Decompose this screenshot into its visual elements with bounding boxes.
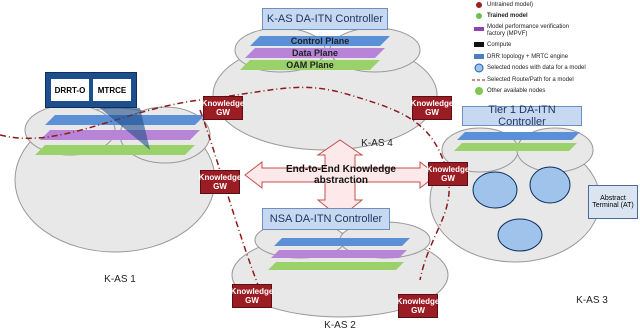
callout-pointer — [45, 108, 150, 150]
domain-label: K-AS 4 — [361, 137, 393, 149]
domain-label: K-AS 1 — [104, 273, 136, 285]
legend-item: Other available nodes — [487, 88, 546, 94]
knowledge-gw: Knowledge GW — [397, 294, 439, 318]
legend-item: Selected nodes with data for a model — [487, 65, 586, 71]
callout-item: MTRCE — [93, 79, 131, 101]
tier1-clusters — [472, 166, 571, 252]
plane: OAM Plane — [286, 60, 334, 70]
legend-item: DRR topology + MRTC engine — [487, 54, 569, 60]
route — [0, 86, 450, 291]
legend-item: Selected Route/Path for a model — [487, 77, 574, 83]
legend-item: Trained model — [487, 13, 528, 19]
controller: NSA DA-ITN Controller — [262, 208, 390, 230]
knowledge-gw: Knowledge GW — [202, 96, 244, 120]
callout-item: DRRT-O — [51, 79, 89, 101]
legend-icons — [472, 2, 486, 95]
domain-label: K-AS 2 — [324, 319, 356, 331]
knowledge-gw: Knowledge GW — [411, 96, 453, 120]
knowledge-gw: Knowledge GW — [231, 284, 273, 308]
controller: Tier 1 DA-ITN Controller — [462, 104, 582, 128]
knowledge-gw: Knowledge GW — [427, 162, 469, 186]
abstraction-label: End-to-End Knowledge abstraction — [286, 164, 396, 186]
knowledge-gw: Knowledge GW — [199, 170, 241, 194]
controller: K-AS DA-ITN Controller — [262, 8, 388, 30]
domain-label: K-AS 3 — [576, 294, 608, 306]
legend-item: Untrained model) — [487, 2, 534, 8]
callout: DRRT-O MTRCE — [45, 72, 137, 108]
plane: Control Plane — [290, 36, 350, 46]
legend-item: Compute — [487, 42, 512, 48]
plane: Data Plane — [291, 48, 339, 58]
abstract-terminal: Abstract Terminal (AT) — [588, 185, 638, 219]
legend-item: Model performance verification factory (… — [487, 24, 570, 37]
